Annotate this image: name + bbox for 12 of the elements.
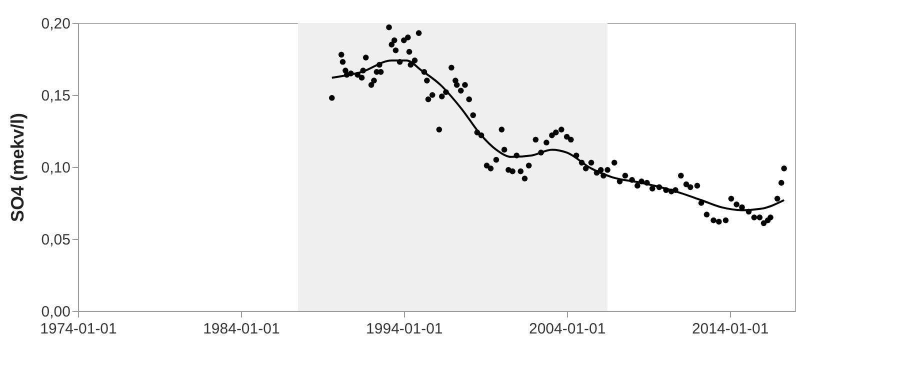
y-tick-label: 0,20	[41, 16, 70, 32]
line-series	[330, 59, 786, 212]
x-tick-label: 1994-01-01	[366, 320, 443, 338]
x-tick-label: 2004-01-01	[528, 320, 606, 338]
y-tick-label: 0,15	[41, 88, 70, 104]
y-tick-label: 0,10	[41, 160, 70, 176]
x-tick-label: 2014-01-01	[692, 320, 769, 338]
y-tick-label: 0,05	[41, 232, 70, 248]
y-tick-label: 0,00	[41, 304, 70, 320]
x-tick-label: 1984-01-01	[203, 320, 280, 338]
y-axis-title: SO4 (mekv/l)	[7, 112, 28, 222]
x-tick-label: 1974-01-01	[40, 320, 117, 338]
